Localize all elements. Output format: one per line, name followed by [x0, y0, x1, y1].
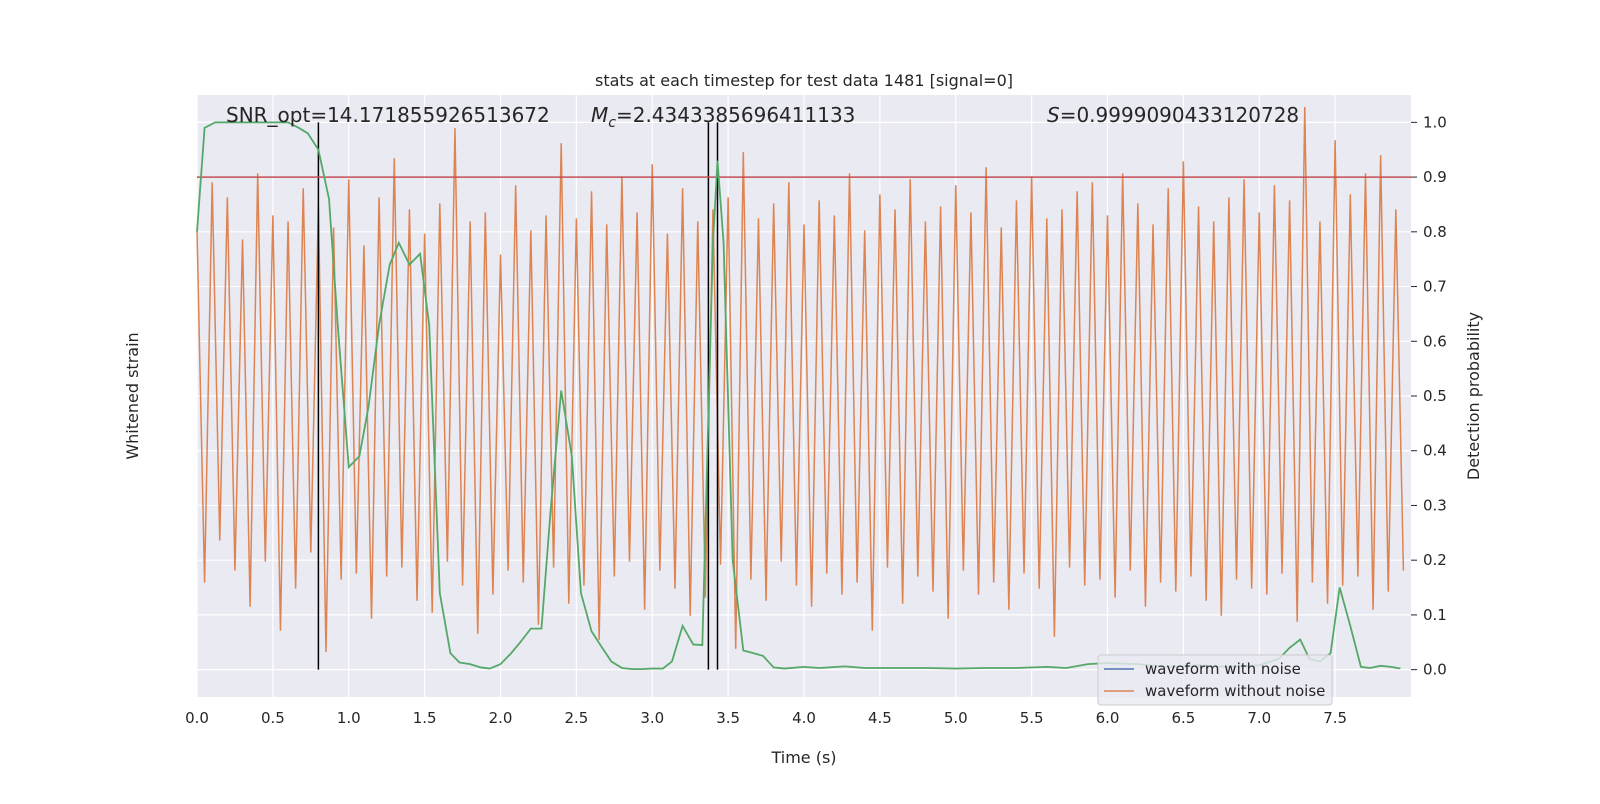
x-tick-label: 0.5 [261, 709, 285, 727]
x-tick-label: 1.0 [337, 709, 361, 727]
annotation-text: =2.4343385696411133 [616, 103, 855, 127]
x-tick-label: 2.0 [489, 709, 513, 727]
x-tick-label: 4.5 [868, 709, 892, 727]
x-tick-label: 4.0 [792, 709, 816, 727]
y-axis-label: Whitened strain [123, 332, 142, 459]
legend-box [1097, 654, 1333, 706]
annotation-mc: Mc=2.4343385696411133 [591, 103, 855, 131]
x-tick-label: 3.5 [716, 709, 740, 727]
annotation-symbol: M [591, 103, 608, 127]
y2-tick-label: 0.6 [1423, 332, 1447, 350]
x-tick-label: 5.0 [944, 709, 968, 727]
y2-tick-label: 0.5 [1423, 387, 1447, 405]
x-tick-label: 6.0 [1096, 709, 1120, 727]
x-tick-label: 2.5 [564, 709, 588, 727]
annotation-subscript: c [608, 115, 616, 131]
annotation-snr: SNR_opt=14.171855926513672 [226, 103, 550, 127]
y2-tick-label: 0.8 [1423, 223, 1447, 241]
x-tick-label: 7.0 [1247, 709, 1271, 727]
y2-tick-label: 0.2 [1423, 551, 1447, 569]
x-tick-label: 3.0 [640, 709, 664, 727]
y2-tick-label: 0.9 [1423, 168, 1447, 186]
annotation-text: =0.9999090433120728 [1060, 103, 1299, 127]
annotation-s: S=0.9999090433120728 [1047, 103, 1299, 127]
y2-tick-label: 0.7 [1423, 278, 1447, 296]
legend: waveform with noise waveform without nois… [1097, 654, 1333, 706]
y2-tick-label: 0.4 [1423, 442, 1447, 460]
x-tick-label: 6.5 [1171, 709, 1195, 727]
y2-tick-label: 0.1 [1423, 606, 1447, 624]
x-tick-label: 5.5 [1020, 709, 1044, 727]
y2-tick-label: 1.0 [1423, 113, 1447, 131]
legend-label: waveform with noise [1145, 660, 1301, 678]
axes: 0.0 0.5 1.0 1.5 2.0 2.5 3.0 3.5 4.0 4.5 5.0 5.5 6.0 6… [185, 113, 1447, 727]
x-tick-label: 0.0 [185, 709, 209, 727]
chart-title: stats at each timestep for test data 148… [595, 71, 1013, 90]
x-tick-label: 1.5 [413, 709, 437, 727]
y2-tick-label: 0.3 [1423, 496, 1447, 514]
series-line [196, 107, 1405, 652]
x-tick-label: 7.5 [1323, 709, 1347, 727]
y2-axis-label: Detection probability [1464, 312, 1483, 480]
legend-label: waveform without noise [1145, 682, 1325, 700]
x-axis-label: Time (s) [770, 748, 836, 767]
y2-tick-label: 0.0 [1423, 661, 1447, 679]
annotation-symbol: S [1047, 103, 1060, 127]
